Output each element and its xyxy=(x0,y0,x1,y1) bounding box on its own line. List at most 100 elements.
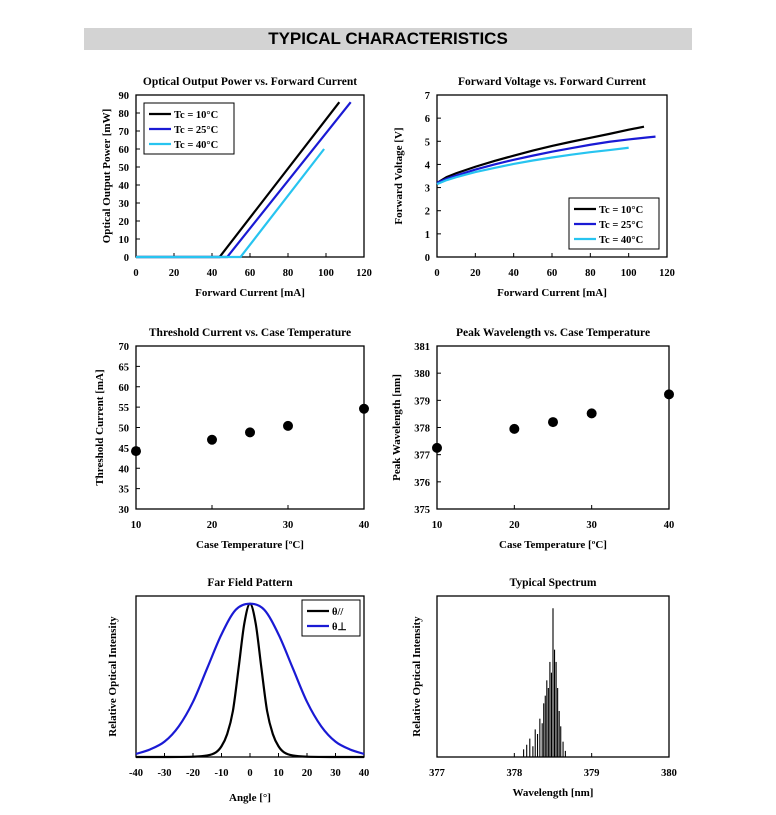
x-tick-label: 40 xyxy=(359,520,370,531)
y-tick-label: 35 xyxy=(119,485,130,496)
x-axis-label: Forward Current [mA] xyxy=(195,287,305,299)
y-tick-label: 10 xyxy=(119,235,130,246)
chart-power: Optical Output Power vs. Forward Current… xyxy=(101,76,372,299)
data-point xyxy=(207,434,217,445)
x-tick-label: 20 xyxy=(207,520,218,531)
x-tick-label: 0 xyxy=(434,268,439,279)
y-tick-label: 375 xyxy=(414,505,430,516)
y-tick-label: 30 xyxy=(119,505,130,516)
legend-label: Tc = 25°C xyxy=(599,220,643,231)
y-tick-label: 80 xyxy=(119,109,130,120)
x-tick-label: 377 xyxy=(429,768,445,779)
chart-title: Threshold Current vs. Case Temperature xyxy=(149,327,351,339)
legend-label: Tc = 10°C xyxy=(599,205,643,216)
data-point xyxy=(432,442,442,453)
x-tick-label: 40 xyxy=(664,520,675,531)
page-header: TYPICAL CHARACTERISTICS xyxy=(84,28,692,50)
y-tick-label: 30 xyxy=(119,199,130,210)
x-tick-label: 10 xyxy=(131,520,142,531)
legend-label: Tc = 10°C xyxy=(174,110,218,121)
x-axis-label: Case Temperature [ºC] xyxy=(499,539,607,551)
x-tick-label: 60 xyxy=(245,268,256,279)
plot-frame xyxy=(436,345,670,510)
chart-title: Forward Voltage vs. Forward Current xyxy=(458,76,646,88)
chart-title: Far Field Pattern xyxy=(207,577,293,589)
x-axis-label: Wavelength [nm] xyxy=(513,787,594,799)
x-tick-label: 379 xyxy=(584,768,600,779)
y-tick-label: 381 xyxy=(414,342,430,353)
x-tick-label: 40 xyxy=(508,268,519,279)
x-tick-label: 0 xyxy=(247,768,252,779)
y-tick-label: 3 xyxy=(425,184,430,195)
x-axis-label: Angle [°] xyxy=(229,792,271,804)
data-point xyxy=(586,408,597,419)
y-tick-label: 376 xyxy=(414,478,430,489)
series-line xyxy=(436,135,656,184)
x-axis-label: Forward Current [mA] xyxy=(497,287,607,299)
y-tick-label: 40 xyxy=(119,464,130,475)
x-tick-label: 30 xyxy=(283,520,294,531)
y-tick-label: 45 xyxy=(119,444,130,455)
x-tick-label: 20 xyxy=(470,268,481,279)
x-tick-label: 80 xyxy=(283,268,294,279)
series-line xyxy=(135,602,365,755)
x-tick-label: 20 xyxy=(509,520,520,531)
legend: Tc = 10°C Tc = 25°C Tc = 40°C xyxy=(143,102,235,155)
y-tick-label: 70 xyxy=(119,127,130,138)
x-tick-label: 120 xyxy=(356,268,372,279)
x-tick-label: 60 xyxy=(547,268,558,279)
x-tick-label: -20 xyxy=(186,768,200,779)
y-axis-label: Relative Optical Intensity xyxy=(411,616,423,737)
y-tick-label: 40 xyxy=(119,181,130,192)
series-line xyxy=(436,125,645,184)
chart-spectrum: Typical Spectrum 377 378 379 380 Wavelength [… xyxy=(411,577,677,799)
legend: Tc = 10°C Tc = 25°C Tc = 40°C xyxy=(568,197,660,250)
y-tick-label: 377 xyxy=(414,451,430,462)
y-tick-label: 380 xyxy=(414,369,430,380)
series-line xyxy=(436,146,629,186)
chart-threshold: Threshold Current vs. Case Temperature 10… xyxy=(94,327,369,551)
y-tick-label: 4 xyxy=(425,160,431,171)
data-point xyxy=(245,427,255,438)
x-tick-label: 30 xyxy=(330,768,341,779)
y-axis-label: Peak Wavelength [nm] xyxy=(391,374,403,481)
y-tick-label: 1 xyxy=(425,230,430,241)
x-tick-label: 10 xyxy=(432,520,443,531)
chart-title: Optical Output Power vs. Forward Current xyxy=(143,76,357,88)
legend: θ// θ⊥ xyxy=(301,599,361,637)
x-tick-label: 100 xyxy=(318,268,334,279)
data-point xyxy=(509,423,520,434)
y-tick-label: 60 xyxy=(119,145,130,156)
chart-title: Peak Wavelength vs. Case Temperature xyxy=(456,327,650,339)
x-tick-label: 20 xyxy=(302,768,313,779)
data-point xyxy=(664,389,674,400)
chart-title: Typical Spectrum xyxy=(510,577,597,589)
series-line xyxy=(136,148,325,259)
y-tick-label: 60 xyxy=(119,383,130,394)
y-tick-label: 379 xyxy=(414,396,430,407)
x-tick-label: 100 xyxy=(621,268,637,279)
y-tick-label: 378 xyxy=(414,424,430,435)
x-tick-label: 40 xyxy=(207,268,218,279)
y-tick-label: 7 xyxy=(425,91,430,102)
chart-farfield: Far Field Pattern -40 -30 -20 -10 0 10 20 30 40 An… xyxy=(107,577,369,804)
x-tick-label: 378 xyxy=(506,768,522,779)
y-tick-label: 55 xyxy=(119,403,130,414)
legend-label: Tc = 40°C xyxy=(599,235,643,246)
y-tick-label: 0 xyxy=(425,253,430,264)
y-axis-label: Optical Output Power [mW] xyxy=(101,109,113,244)
y-axis-label: Threshold Current [mA] xyxy=(94,369,106,485)
x-tick-label: 40 xyxy=(359,768,370,779)
data-point xyxy=(548,417,558,428)
y-axis-label: Forward Voltage [V] xyxy=(393,127,405,224)
data-point xyxy=(131,446,141,457)
x-tick-label: 20 xyxy=(169,268,180,279)
legend-box xyxy=(301,599,361,637)
x-tick-label: 30 xyxy=(586,520,597,531)
y-tick-label: 50 xyxy=(119,163,130,174)
y-tick-label: 2 xyxy=(425,207,430,218)
legend-label: Tc = 25°C xyxy=(174,125,218,136)
x-tick-label: -30 xyxy=(158,768,172,779)
